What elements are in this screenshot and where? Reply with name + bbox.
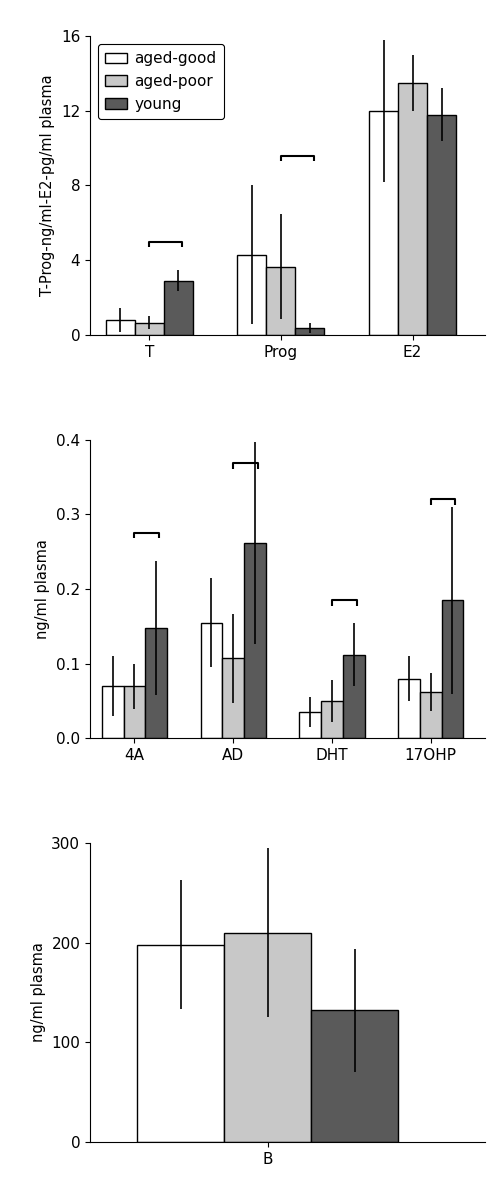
- Bar: [266, 267, 296, 335]
- Bar: [146, 627, 167, 738]
- Bar: [238, 255, 266, 335]
- Bar: [102, 686, 124, 738]
- Bar: [300, 713, 321, 738]
- Bar: [200, 623, 222, 738]
- Bar: [321, 701, 343, 738]
- Bar: [164, 281, 192, 335]
- Y-axis label: ng/ml plasma: ng/ml plasma: [36, 538, 51, 639]
- Bar: [222, 659, 244, 738]
- Y-axis label: T-Prog-ng/ml-E2-pg/ml plasma: T-Prog-ng/ml-E2-pg/ml plasma: [40, 75, 56, 297]
- Bar: [343, 655, 364, 738]
- Bar: [224, 933, 311, 1142]
- Bar: [296, 328, 324, 335]
- Bar: [398, 83, 427, 335]
- Bar: [427, 114, 456, 335]
- Bar: [138, 945, 224, 1142]
- Bar: [244, 542, 266, 738]
- Bar: [442, 600, 464, 738]
- Bar: [311, 1011, 398, 1142]
- Bar: [106, 320, 135, 335]
- Legend: aged-good, aged-poor, young: aged-good, aged-poor, young: [98, 43, 224, 119]
- Bar: [124, 686, 146, 738]
- Y-axis label: ng/ml plasma: ng/ml plasma: [30, 942, 46, 1042]
- Bar: [369, 111, 398, 335]
- Bar: [420, 692, 442, 738]
- Bar: [398, 679, 420, 738]
- Bar: [135, 323, 164, 335]
